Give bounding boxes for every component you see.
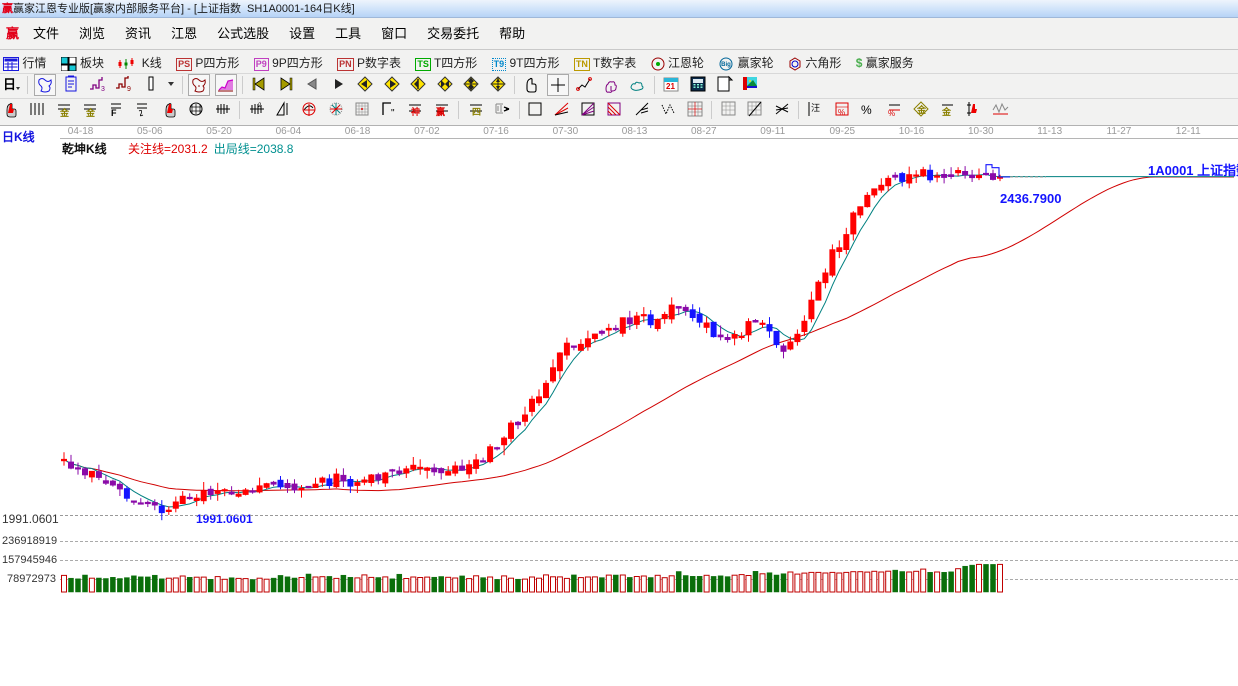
svg-text:金: 金: [59, 107, 70, 118]
svg-text:Big: Big: [722, 62, 732, 68]
svg-text:金: 金: [941, 106, 952, 117]
svg-text:21: 21: [666, 82, 675, 91]
svg-text:金: 金: [85, 107, 96, 118]
svg-text:赢: 赢: [436, 106, 445, 117]
svg-text:%: %: [888, 109, 895, 118]
svg-text:9: 9: [127, 86, 131, 93]
svg-text:日: 日: [3, 77, 16, 92]
svg-text:": ": [391, 108, 395, 119]
svg-text:金: 金: [916, 104, 927, 115]
svg-text:3: 3: [101, 86, 105, 93]
svg-text:%: %: [861, 103, 872, 117]
svg-text:四: 四: [472, 107, 481, 117]
svg-text:F: F: [111, 108, 117, 118]
svg-text:神: 神: [411, 106, 420, 117]
svg-text:汪: 汪: [811, 103, 820, 113]
svg-text:%: %: [838, 108, 845, 117]
